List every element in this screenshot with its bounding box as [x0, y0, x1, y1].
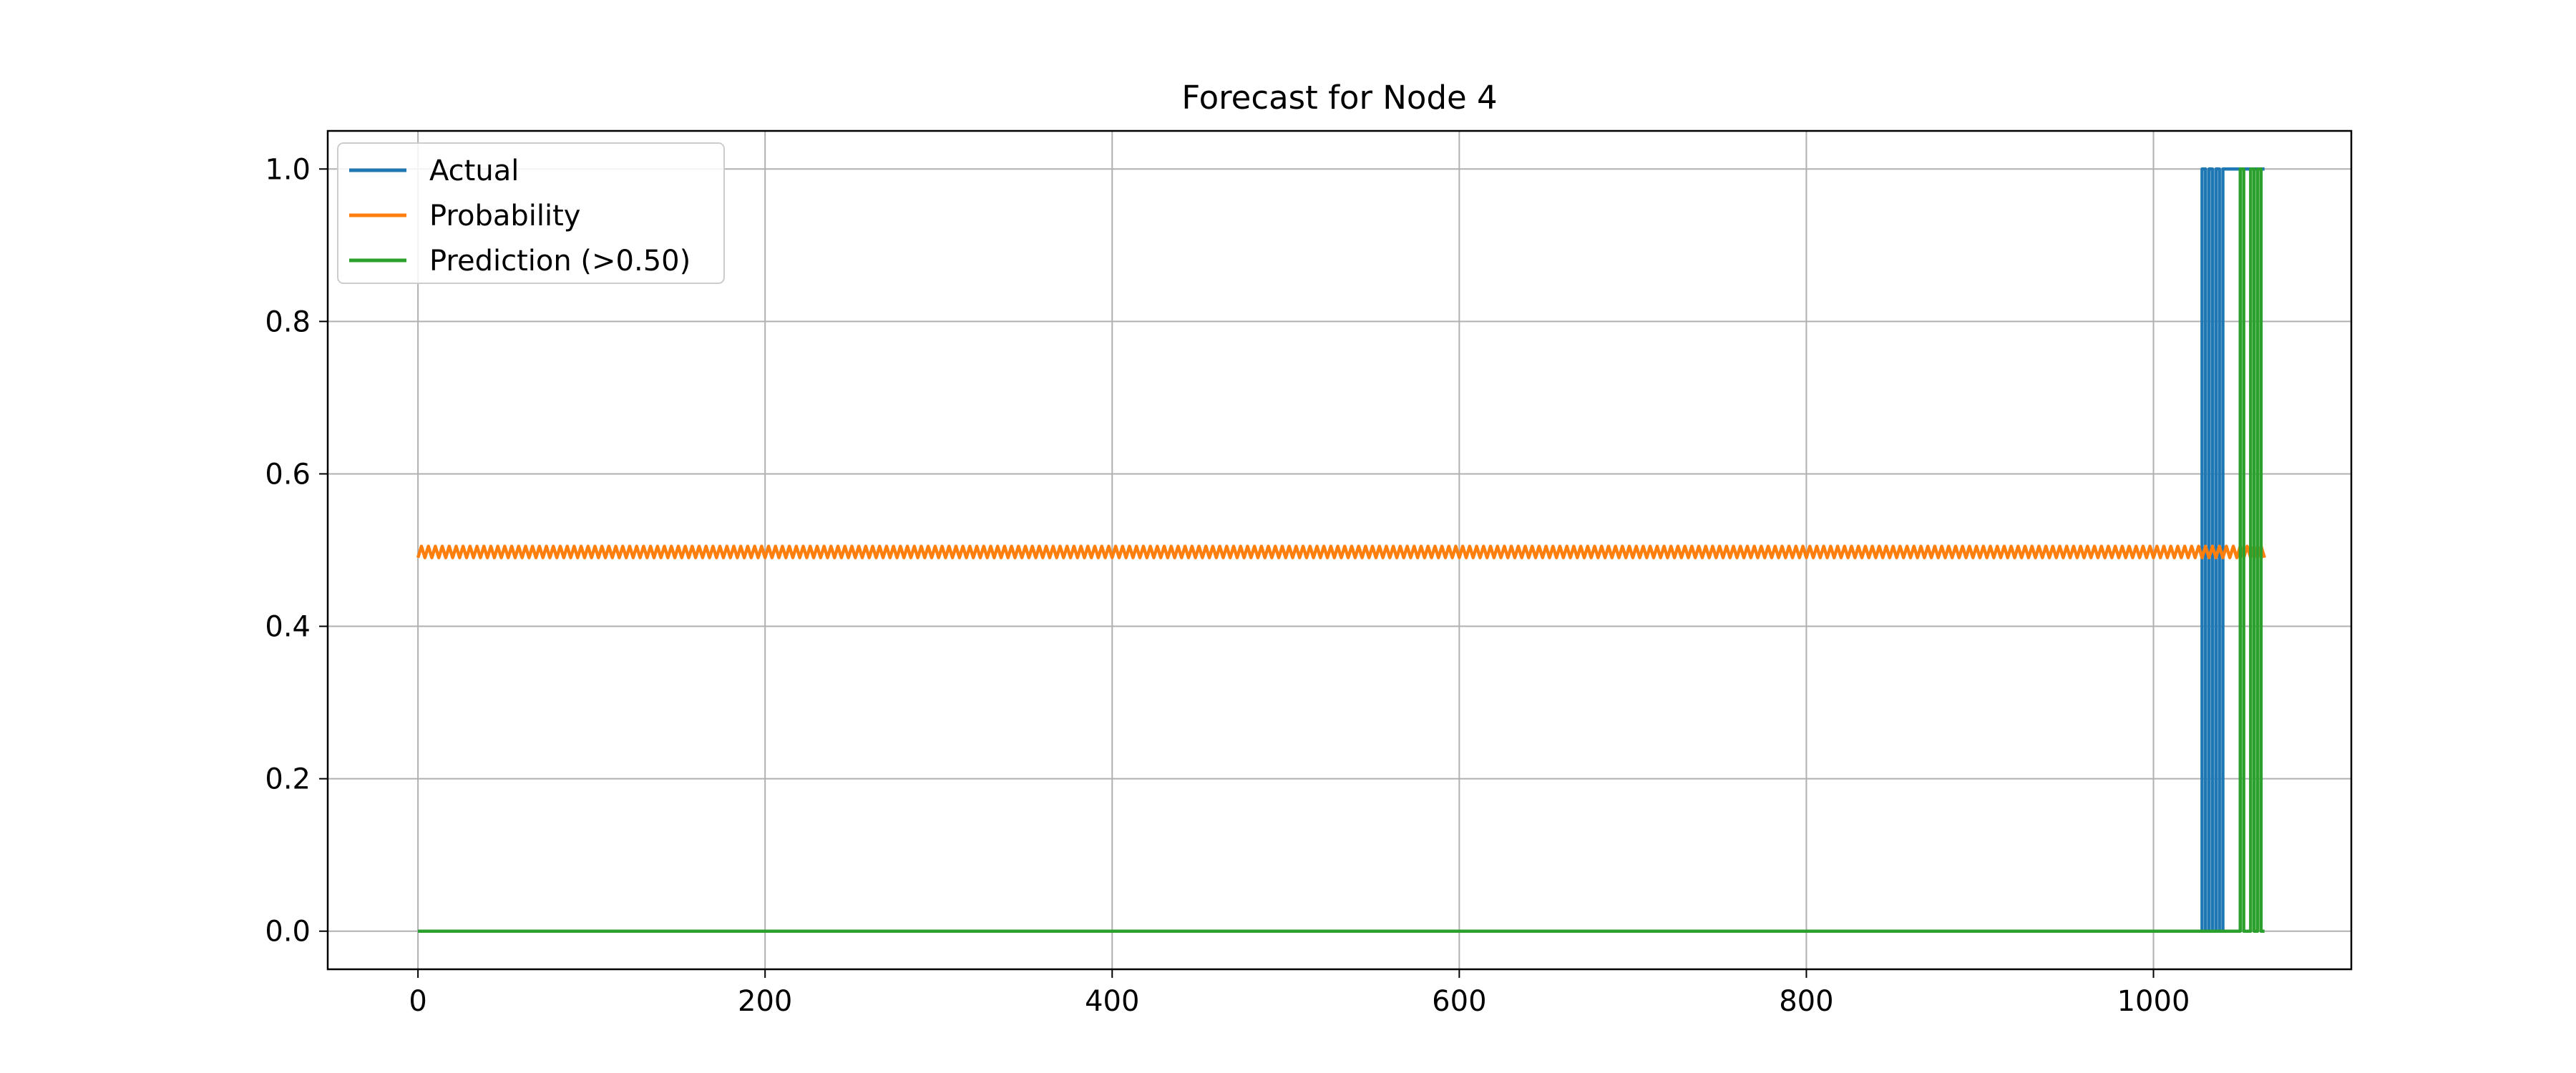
x-tick-label: 600	[1432, 985, 1486, 1018]
legend-label: Prediction (>0.50)	[429, 245, 691, 278]
y-tick-label: 0.4	[265, 611, 311, 644]
plot-area	[416, 167, 2266, 933]
x-tick-label: 800	[1779, 985, 1833, 1018]
legend-box	[337, 142, 725, 284]
x-tick-label: 200	[738, 985, 792, 1018]
x-tick-label: 400	[1085, 985, 1139, 1018]
legend: Actual Probability Prediction (>0.50)	[337, 142, 725, 284]
ticks: 0 200 400 600 800 1000 0.0 0.2 0.4 0.6 0.8 1.0	[265, 153, 2190, 1018]
x-tick-label: 1000	[2117, 985, 2190, 1018]
y-tick-label: 1.0	[265, 153, 311, 186]
legend-label: Actual	[429, 155, 519, 187]
series-line-probability	[416, 544, 2266, 559]
y-tick-label: 0.6	[265, 458, 311, 491]
series-line-prediction-0-50	[418, 167, 2265, 933]
x-tick-label: 0	[409, 985, 426, 1018]
y-tick-label: 0.2	[265, 763, 311, 796]
y-tick-label: 0.0	[265, 916, 311, 949]
axes-frame	[326, 129, 2353, 971]
y-tick-label: 0.8	[265, 305, 311, 338]
chart-title: Forecast for Node 4	[1181, 79, 1497, 117]
legend-label: Probability	[429, 200, 580, 232]
